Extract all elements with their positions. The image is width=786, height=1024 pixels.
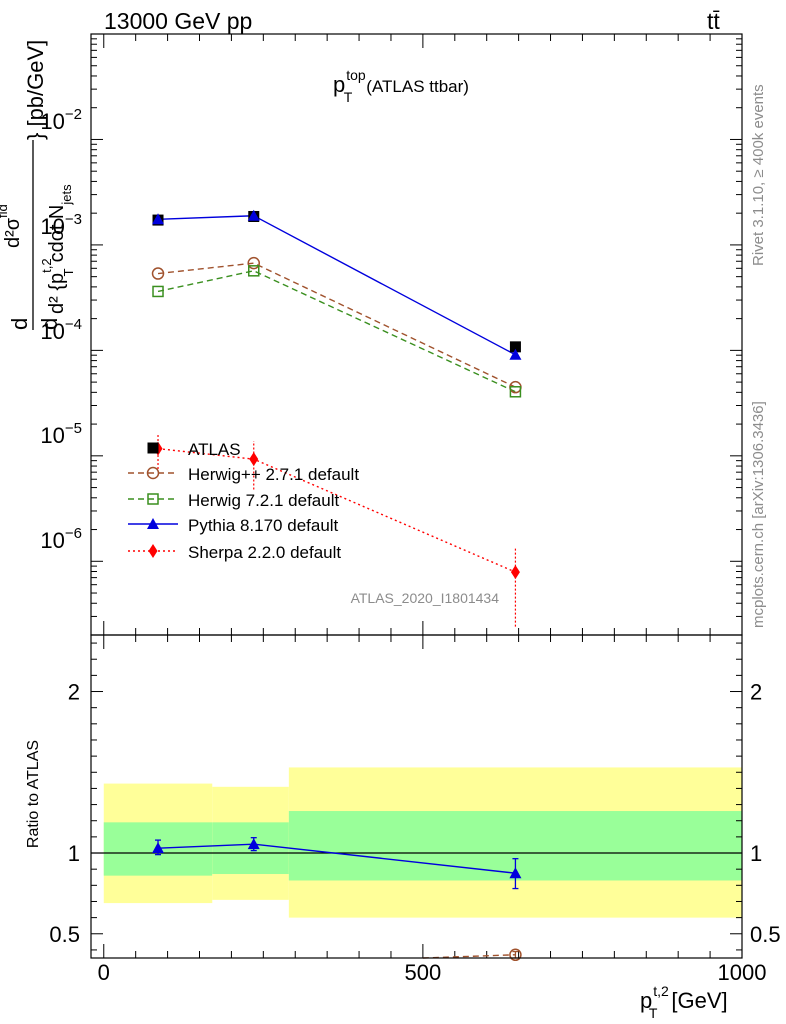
y-tick-label-1e-6: 10−6 <box>40 525 82 553</box>
ratio-y-tick-label-right: 2 <box>750 680 762 705</box>
legend-entry-sherpa: Sherpa 2.2.0 default <box>128 543 341 562</box>
svg-text:ATLAS: ATLAS <box>188 440 241 459</box>
y-tick-labels: 10−2 10−3 10−4 10−5 10−6 <box>40 106 82 553</box>
ratio-y-tick-label: 0.5 <box>49 922 80 947</box>
svg-text:d: d <box>7 318 32 330</box>
legend-marker-pythia-8-170-default <box>147 518 159 529</box>
data-point-sherpa-2-2-0-default <box>249 452 259 467</box>
y-tick-label-1e-4: 10−4 <box>40 316 82 344</box>
data-point-pythia-8-170-default <box>152 213 165 225</box>
data-point-herwig-7-2-1-default <box>509 386 522 398</box>
ratio-uncertainty-bands <box>91 767 742 918</box>
rivet-label: Rivet 3.1.10, ≥ 400k events <box>750 84 767 266</box>
main-series-markers <box>151 209 522 580</box>
ratio-y-axis-label: Ratio to ATLAS <box>25 740 42 848</box>
ratio-frame <box>90 634 743 959</box>
x-tick-label: 0 <box>98 960 110 985</box>
data-point-pythia-8-170-default <box>509 348 522 360</box>
process-label: tt̄ <box>707 8 720 34</box>
svg-text:Sherpa 2.2.0 default: Sherpa 2.2.0 default <box>188 543 341 562</box>
ratio-tick-labels: 0.5 0.5 1 1 2 2 0 500 1000 <box>49 680 780 985</box>
series-line-herwig-2-7-1-default <box>157 262 516 388</box>
series-line-pythia-8-170-default <box>157 215 516 356</box>
ratio-y-tick-label-right: 1 <box>750 841 762 866</box>
mcplots-label: mcplots.cern.ch [arXiv:1306.3436] <box>750 401 767 628</box>
svg-text:Herwig++ 2.7.1 default: Herwig++ 2.7.1 default <box>188 465 359 484</box>
legend: ATLAS Herwig++ 2.7.1 default Herwig 7.2.… <box>128 440 359 562</box>
data-point-pythia-8-170-default <box>247 209 260 221</box>
data-point-sherpa-2-2-0-default <box>510 565 520 580</box>
y-tick-label-1e-2: 10−2 <box>40 106 82 134</box>
ratio-point-herwig-2-7-1-default <box>509 948 522 962</box>
legend-marker-atlas <box>147 442 159 454</box>
svg-text:d²σ: d²σ <box>2 217 24 248</box>
ratio-series-markers <box>152 838 522 962</box>
data-point-atlas <box>509 341 521 353</box>
collision-label: 13000 GeV pp <box>104 8 252 34</box>
legend-marker-herwig-2-7-1-default <box>146 466 160 480</box>
ratio-y-tick-label: 2 <box>68 680 80 705</box>
ratio-y-tick-label-right: 0.5 <box>750 922 781 947</box>
legend-entry-pythia: Pythia 8.170 default <box>128 516 339 535</box>
legend-entry-atlas: ATLAS <box>147 440 241 459</box>
x-axis-label: pt,2 T [GeV] <box>640 983 728 1021</box>
ratio-axis-ticks <box>91 635 743 958</box>
series-line-herwig-7-2-1-default <box>157 270 516 393</box>
main-series-lines <box>157 215 517 627</box>
legend-entry-herwig7: Herwig 7.2.1 default <box>128 491 339 510</box>
svg-text:Herwig 7.2.1 default: Herwig 7.2.1 default <box>188 491 339 510</box>
legend-marker-herwig-7-2-1-default <box>147 493 159 505</box>
svg-text:} [pb/GeV]: } [pb/GeV] <box>23 40 48 140</box>
legend-marker-sherpa-2-2-0-default <box>148 544 158 558</box>
ratio-panel: 0.5 0.5 1 1 2 2 0 500 1000 Ratio to ATLAS pt,2 T[… <box>25 634 781 1021</box>
x-tick-label: 1000 <box>718 960 767 985</box>
svg-text:fid: fid <box>0 204 10 218</box>
data-point-herwig-7-2-1-default <box>152 285 164 298</box>
analysis-id: ATLAS_2020_I1801434 <box>351 590 500 606</box>
main-y-axis-label: d d d²σ fid d² {pt,2 Tcdot Njets } [pb/Ge… <box>0 40 76 330</box>
plot-title: ptop T(ATLAS ttbar) <box>333 67 469 105</box>
svg-text:d: d <box>37 318 62 330</box>
x-tick-label: 500 <box>405 960 442 985</box>
ratio-point-pythia-8-170-default <box>152 842 165 854</box>
legend-entry-herwigpp: Herwig++ 2.7.1 default <box>128 465 359 484</box>
y-tick-label-1e-5: 10−5 <box>40 420 82 448</box>
ratio-point-pythia-8-170-default <box>509 867 522 879</box>
main-panel: 10−2 10−3 10−4 10−5 10−6 ptop T(ATLAS ttb… <box>0 33 743 636</box>
data-point-herwig-7-2-1-default <box>248 265 260 277</box>
y-tick-label-1e-3: 10−3 <box>40 211 82 239</box>
ratio-point-pythia-8-170-default <box>247 838 260 850</box>
svg-text:Pythia 8.170 default: Pythia 8.170 default <box>188 516 339 535</box>
data-point-herwig-2-7-1-default <box>151 267 165 280</box>
ratio-y-tick-label: 1 <box>68 841 80 866</box>
data-point-herwig-2-7-1-default <box>247 256 260 270</box>
